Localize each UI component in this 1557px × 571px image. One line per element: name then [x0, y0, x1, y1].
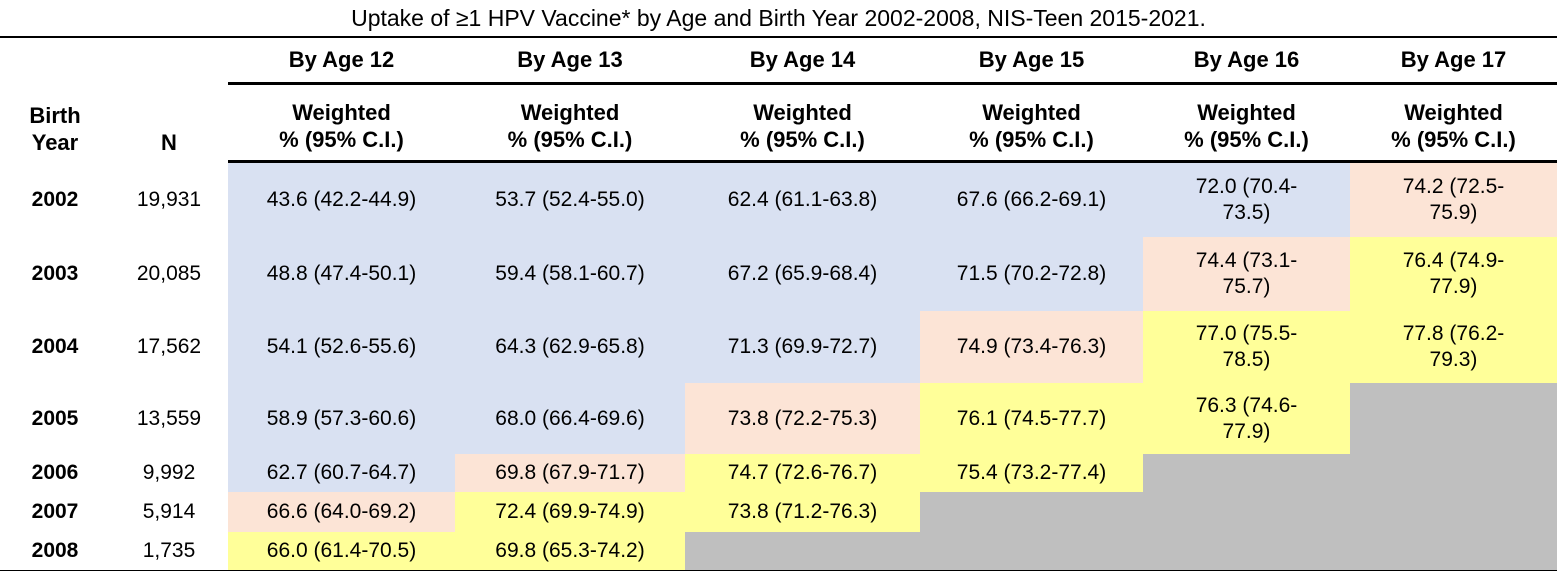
column-header-by-age-17: By Age 17: [1350, 38, 1557, 85]
value-cell-age12: 54.1 (52.6-55.6): [228, 311, 455, 383]
table-row-2007: 2007 5,914 66.6 (64.0-69.2) 72.4 (69.9-7…: [0, 492, 1557, 532]
value-cell-age13: 69.8 (65.3-74.2): [455, 532, 685, 570]
value-cell-age17: 76.4 (74.9- 77.9): [1350, 237, 1557, 311]
column-header-by-age-12: By Age 12: [228, 38, 455, 85]
n-cell: 1,735: [142, 539, 196, 562]
value-cell-age16: 74.4 (73.1- 75.7): [1143, 237, 1350, 311]
empty-header-cell: [110, 38, 228, 82]
n-header: N: [161, 130, 177, 155]
value-cell-age16: 77.0 (75.5- 78.5): [1143, 311, 1350, 383]
value-cell-age14: 67.2 (65.9-68.4): [685, 237, 920, 311]
weighted-pct-header: Weighted % (95% C.I.): [228, 85, 455, 163]
value-cell-age17: 77.8 (76.2- 79.3): [1350, 311, 1557, 383]
weighted-pct-header: Weighted % (95% C.I.): [685, 85, 920, 163]
table-row-2002: 2002 19,931 43.6 (42.2-44.9) 53.7 (52.4-…: [0, 163, 1557, 237]
subheader-row: Birth Year N Weighted % (95% C.I.) Weigh…: [0, 85, 1557, 163]
no-data-cell-age14: [685, 532, 920, 570]
n-cell: 9,992: [142, 461, 196, 484]
column-header-by-age-16: By Age 16: [1143, 38, 1350, 85]
value-cell-age12: 48.8 (47.4-50.1): [228, 237, 455, 311]
age-header-row: By Age 12 By Age 13 By Age 14 By Age 15 …: [0, 38, 1557, 85]
table-row-2008: 2008 1,735 66.0 (61.4-70.5) 69.8 (65.3-7…: [0, 532, 1557, 570]
weighted-pct-header: Weighted % (95% C.I.): [455, 85, 685, 163]
weighted-pct-header: Weighted % (95% C.I.): [1350, 85, 1557, 163]
birth-year-cell: 2002: [31, 188, 79, 211]
value-cell-age14: 73.8 (72.2-75.3): [685, 383, 920, 454]
birth-year-cell: 2004: [31, 335, 79, 358]
value-cell-age14: 62.4 (61.1-63.8): [685, 163, 920, 237]
value-cell-age13: 59.4 (58.1-60.7): [455, 237, 685, 311]
value-cell-age14: 74.7 (72.6-76.7): [685, 454, 920, 492]
n-cell: 5,914: [142, 500, 196, 523]
table-row-2006: 2006 9,992 62.7 (60.7-64.7) 69.8 (67.9-7…: [0, 454, 1557, 492]
value-cell-age15: 67.6 (66.2-69.1): [920, 163, 1143, 237]
value-cell-age13: 72.4 (69.9-74.9): [455, 492, 685, 532]
no-data-cell-age16: [1143, 532, 1350, 570]
birth-year-cell: 2006: [31, 461, 79, 484]
value-cell-age15: 75.4 (73.2-77.4): [920, 454, 1143, 492]
table-row-2003: 2003 20,085 48.8 (47.4-50.1) 59.4 (58.1-…: [0, 237, 1557, 311]
value-cell-age12: 66.0 (61.4-70.5): [228, 532, 455, 570]
no-data-cell-age15: [920, 532, 1143, 570]
table-title: Uptake of ≥1 HPV Vaccine* by Age and Bir…: [0, 0, 1557, 38]
no-data-cell-age15: [920, 492, 1143, 532]
n-cell: 17,562: [136, 335, 202, 358]
value-cell-age12: 66.6 (64.0-69.2): [228, 492, 455, 532]
value-cell-age13: 64.3 (62.9-65.8): [455, 311, 685, 383]
no-data-cell-age17: [1350, 532, 1557, 570]
value-cell-age12: 62.7 (60.7-64.7): [228, 454, 455, 492]
value-cell-age12: 43.6 (42.2-44.9): [228, 163, 455, 237]
birth-year-cell: 2007: [31, 500, 79, 523]
value-cell-age14: 71.3 (69.9-72.7): [685, 311, 920, 383]
value-cell-age15: 74.9 (73.4-76.3): [920, 311, 1143, 383]
value-cell-age17: 74.2 (72.5- 75.9): [1350, 163, 1557, 237]
no-data-cell-age17: [1350, 492, 1557, 532]
value-cell-age14: 73.8 (71.2-76.3): [685, 492, 920, 532]
value-cell-age15: 76.1 (74.5-77.7): [920, 383, 1143, 454]
no-data-cell-age16: [1143, 454, 1350, 492]
birth-year-cell: 2008: [31, 539, 79, 562]
column-header-by-age-13: By Age 13: [455, 38, 685, 85]
table-row-2004: 2004 17,562 54.1 (52.6-55.6) 64.3 (62.9-…: [0, 311, 1557, 383]
value-cell-age16: 72.0 (70.4- 73.5): [1143, 163, 1350, 237]
value-cell-age15: 71.5 (70.2-72.8): [920, 237, 1143, 311]
value-cell-age16: 76.3 (74.6- 77.9): [1143, 383, 1350, 454]
no-data-cell-age17: [1350, 383, 1557, 454]
no-data-cell-age16: [1143, 492, 1350, 532]
n-cell: 19,931: [136, 188, 202, 211]
birth-year-header: Birth Year: [29, 103, 81, 155]
n-cell: 13,559: [136, 406, 202, 430]
column-header-by-age-14: By Age 14: [685, 38, 920, 85]
no-data-cell-age17: [1350, 454, 1557, 492]
weighted-pct-header: Weighted % (95% C.I.): [920, 85, 1143, 163]
value-cell-age13: 68.0 (66.4-69.6): [455, 383, 685, 454]
n-cell: 20,085: [136, 262, 202, 285]
value-cell-age13: 69.8 (67.9-71.7): [455, 454, 685, 492]
weighted-pct-header: Weighted % (95% C.I.): [1143, 85, 1350, 163]
empty-header-cell: [0, 38, 110, 82]
value-cell-age12: 58.9 (57.3-60.6): [228, 383, 455, 454]
value-cell-age13: 53.7 (52.4-55.0): [455, 163, 685, 237]
table-row-2005: 2005 13,559 58.9 (57.3-60.6) 68.0 (66.4-…: [0, 383, 1557, 454]
birth-year-cell: 2003: [31, 262, 79, 285]
column-header-by-age-15: By Age 15: [920, 38, 1143, 85]
birth-year-cell: 2005: [31, 406, 79, 430]
